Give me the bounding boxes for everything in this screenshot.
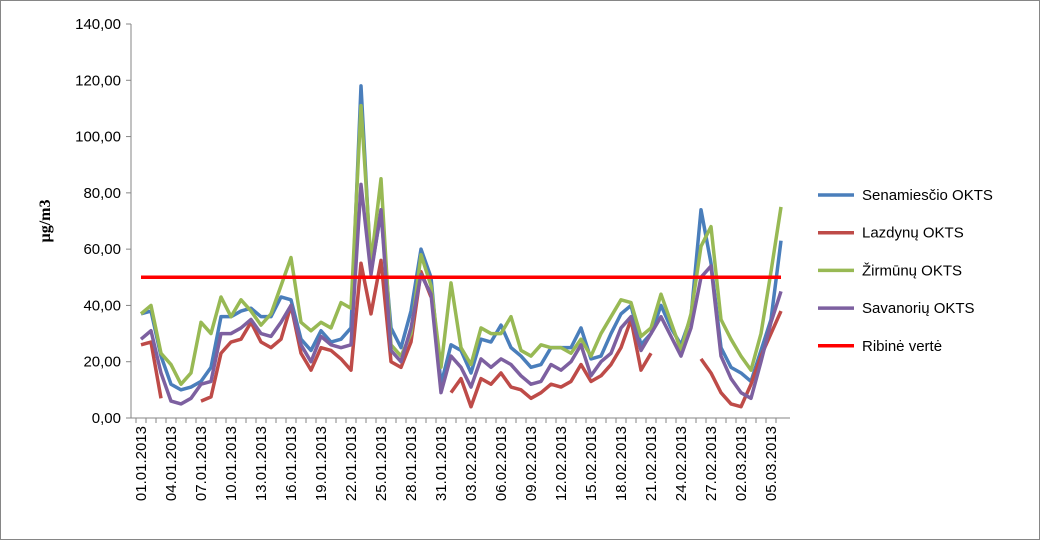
x-tick-label: 02.03.2013 — [733, 426, 750, 501]
x-tick-label: 13.01.2013 — [253, 426, 270, 501]
y-tick-label: 60,00 — [83, 241, 121, 258]
series-line — [140, 258, 783, 409]
x-tick-label: 31.01.2013 — [433, 426, 450, 501]
x-tick-label: 28.01.2013 — [403, 426, 420, 501]
legend-label: Žirmūnų OKTS — [862, 262, 962, 279]
legend-label: Lazdynų OKTS — [862, 225, 964, 242]
x-tick-label: 15.02.2013 — [583, 426, 600, 501]
legend-label: Ribinė vertė — [862, 338, 942, 355]
x-tick-label: 12.02.2013 — [553, 426, 570, 501]
x-tick-label: 06.02.2013 — [493, 426, 510, 501]
legend-label: Savanorių OKTS — [862, 300, 975, 317]
x-tick-label: 27.02.2013 — [703, 426, 720, 501]
x-tick-label: 21.02.2013 — [643, 426, 660, 501]
x-tick-label: 07.01.2013 — [193, 426, 210, 501]
x-tick-label: 09.02.2013 — [523, 426, 540, 501]
y-tick-label: 100,00 — [75, 129, 121, 146]
y-tick-label: 140,00 — [75, 16, 121, 33]
y-tick-label: 40,00 — [83, 297, 121, 314]
x-tick-label: 10.01.2013 — [223, 426, 240, 501]
x-tick-label: 24.02.2013 — [673, 426, 690, 501]
y-tick-label: 80,00 — [83, 185, 121, 202]
x-tick-label: 25.01.2013 — [373, 426, 390, 501]
x-tick-label: 22.01.2013 — [343, 426, 360, 501]
y-axis-label: µg/m3 — [37, 200, 54, 243]
x-tick-label: 19.01.2013 — [313, 426, 330, 501]
series-line — [139, 182, 783, 406]
x-tick-label: 18.02.2013 — [613, 426, 630, 501]
y-tick-label: 120,00 — [75, 72, 121, 89]
x-tick-label: 04.01.2013 — [163, 426, 180, 501]
y-tick-label: 20,00 — [83, 354, 121, 371]
series-line — [139, 103, 783, 386]
x-tick-label: 03.02.2013 — [463, 426, 480, 501]
x-tick-label: 16.01.2013 — [283, 426, 300, 501]
x-tick-label: 01.01.2013 — [133, 426, 150, 501]
y-tick-label: 0,00 — [92, 410, 121, 427]
legend-label: Senamiesčio OKTS — [862, 187, 993, 204]
x-tick-label: 05.03.2013 — [763, 426, 780, 501]
